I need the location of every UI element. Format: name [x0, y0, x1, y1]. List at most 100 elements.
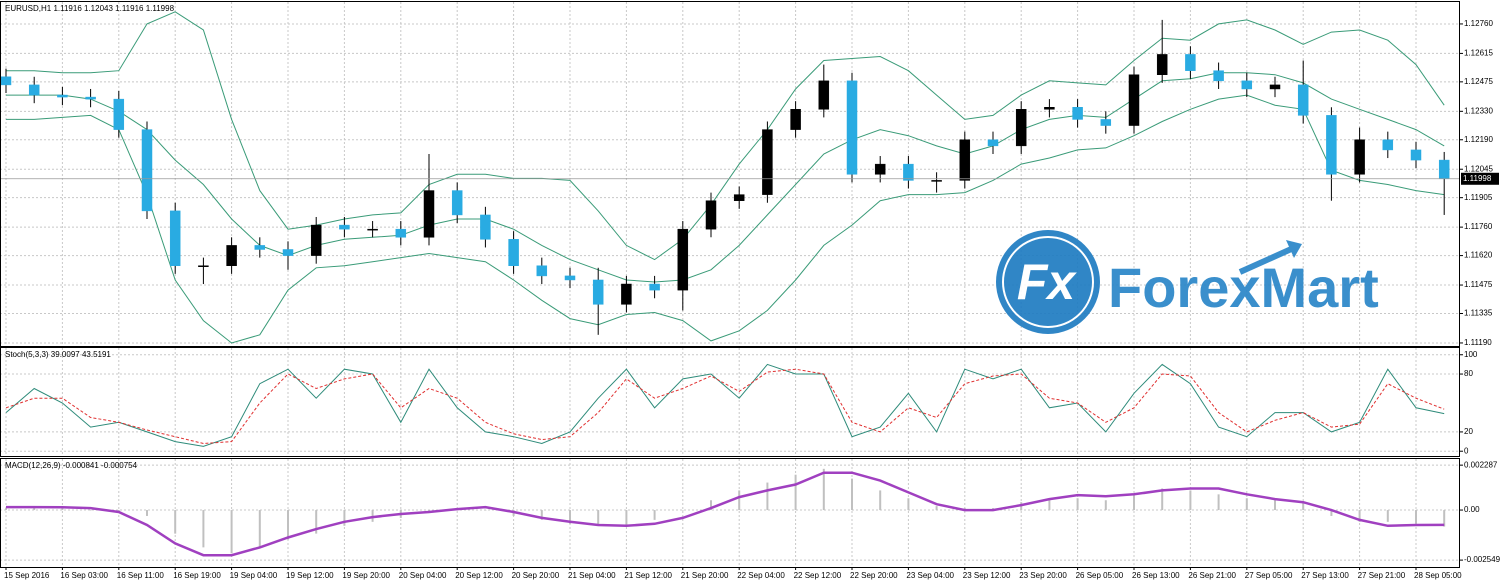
candle-body: [1128, 74, 1140, 126]
x-tick-label: 19 Sep 20:00: [342, 571, 390, 580]
x-tick-label: 21 Sep 20:00: [681, 571, 729, 580]
watermark: Fx ForexMart: [996, 230, 1379, 334]
x-tick-label: 26 Sep 05:00: [1076, 571, 1124, 580]
candle-body: [1241, 80, 1253, 90]
candle-body: [169, 210, 181, 266]
y-tick-label: 1.12190: [1464, 135, 1493, 144]
panel-frame: [0, 458, 1460, 568]
candle-body: [0, 76, 12, 86]
logo-circle: [996, 230, 1100, 334]
candle-body: [226, 245, 237, 266]
candle-body: [846, 80, 858, 175]
bollinger-band: [6, 72, 1445, 283]
candle-body: [1185, 54, 1196, 71]
candle-body: [113, 98, 125, 130]
candle-body: [1213, 70, 1224, 82]
x-tick-label: 23 Sep 12:00: [963, 571, 1011, 580]
candle-body: [198, 265, 209, 267]
x-tick-label: 16 Sep 03:00: [60, 571, 108, 580]
candle-body: [592, 279, 604, 305]
macd-bar: [230, 510, 233, 554]
x-tick-label: 19 Sep 04:00: [230, 571, 278, 580]
macd-bar: [315, 510, 318, 534]
candle-body: [705, 200, 717, 230]
candle-body: [959, 139, 971, 181]
logo-arrow: [1238, 243, 1300, 275]
logo-arrowhead: [1286, 240, 1302, 258]
macd-bar: [343, 510, 346, 526]
macd-bar: [202, 510, 205, 548]
x-tick-label: 27 Sep 21:00: [1358, 571, 1406, 580]
panel-title: Stoch(5,3,3) 39.0097 43.5191: [5, 350, 111, 359]
macd-bar: [597, 510, 600, 526]
candle-body: [536, 265, 548, 277]
candle-body: [423, 190, 435, 238]
candle-body: [903, 163, 914, 181]
macd-bar: [1133, 494, 1135, 511]
macd-bar: [61, 508, 64, 511]
macd-bar: [1302, 502, 1305, 511]
x-tick-label: 16 Sep 11:00: [117, 571, 165, 580]
candle-body: [508, 239, 519, 266]
candle-body: [395, 228, 407, 238]
x-tick-label: 20 Sep 12:00: [455, 571, 503, 580]
macd-bar: [1245, 498, 1248, 511]
macd-bar: [540, 510, 543, 520]
y-tick-label: 1.11190: [1464, 338, 1492, 347]
x-tick-label: 21 Sep 04:00: [568, 571, 616, 580]
macd-bar: [907, 498, 910, 511]
y-tick-label: 1.12045: [1464, 164, 1493, 173]
x-tick-label: 19 Sep 12:00: [286, 571, 334, 580]
candle-body: [1410, 149, 1422, 161]
macd-bar: [935, 506, 938, 511]
macd-bar: [1189, 490, 1192, 511]
candle-body: [1044, 107, 1055, 110]
x-tick-label: 28 Sep 05:00: [1414, 571, 1462, 580]
y-tick-label: 1.12615: [1464, 49, 1493, 58]
candle-body: [339, 224, 350, 230]
bollinger-band: [6, 94, 1445, 344]
macd-bar: [569, 510, 571, 524]
y-tick-label: 0: [1464, 446, 1469, 455]
candle-body: [987, 139, 999, 147]
candle-body: [874, 163, 886, 175]
y-tick-label: 100: [1464, 350, 1478, 359]
candle-body: [1072, 107, 1083, 120]
candle-body: [1156, 54, 1168, 75]
panel-title: EURUSD,H1 1.11916 1.12043 1.11916 1.1199…: [5, 4, 175, 13]
macd-bar: [1358, 510, 1361, 522]
y-tick-label: 1.12760: [1464, 19, 1493, 28]
candle-body: [733, 194, 745, 201]
candle-body: [1382, 139, 1394, 151]
x-tick-label: 22 Sep 20:00: [850, 571, 898, 580]
x-tick-label: 20 Sep 04:00: [399, 571, 447, 580]
x-tick-label: 16 Sep 19:00: [173, 571, 221, 580]
candle-body: [451, 190, 463, 216]
panel-frame: [0, 1, 1460, 347]
y-tick-label: 80: [1464, 369, 1473, 378]
candle-body: [677, 228, 689, 291]
candle-body: [1326, 115, 1337, 175]
logo-badge: Fx: [1017, 254, 1078, 310]
macd-bar: [1330, 510, 1333, 516]
macd-bar: [851, 478, 853, 511]
macd-bar: [33, 508, 36, 511]
candle-body: [621, 283, 632, 305]
candle-body: [85, 96, 96, 100]
logo-name: ForexMart: [1108, 256, 1379, 319]
macd-bar: [174, 510, 177, 534]
candle-body: [1297, 84, 1309, 116]
candle-body: [1438, 159, 1450, 180]
macd-bar: [1415, 510, 1417, 524]
x-tick-label: 21 Sep 12:00: [624, 571, 672, 580]
macd-bar: [738, 490, 741, 511]
macd-bar: [5, 508, 7, 511]
x-tick-label: 26 Sep 13:00: [1132, 571, 1180, 580]
macd-bar: [1076, 498, 1079, 511]
bollinger-band: [6, 11, 1445, 261]
candle-body: [931, 180, 942, 182]
y-tick-label: 1.11475: [1464, 280, 1493, 289]
stoch-line: [5, 363, 1445, 447]
